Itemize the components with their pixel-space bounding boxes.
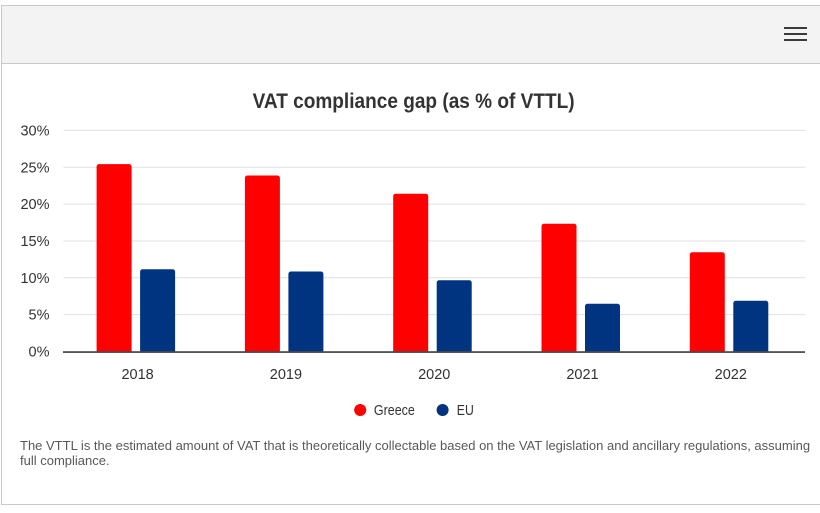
svg-text:30%: 30%: [20, 123, 49, 139]
svg-text:25%: 25%: [20, 160, 49, 176]
svg-text:5%: 5%: [29, 308, 50, 324]
svg-text:15%: 15%: [20, 234, 49, 250]
svg-text:2020: 2020: [418, 367, 450, 383]
svg-text:2021: 2021: [566, 367, 598, 383]
svg-text:2022: 2022: [715, 367, 747, 383]
svg-text:Greece: Greece: [374, 403, 415, 419]
svg-text:10%: 10%: [20, 271, 49, 287]
svg-text:0%: 0%: [29, 344, 50, 360]
svg-text:EU: EU: [457, 403, 474, 419]
svg-text:VAT compliance gap (as % of VT: VAT compliance gap (as % of VTTL): [253, 90, 575, 113]
svg-text:2018: 2018: [121, 367, 153, 383]
svg-text:2019: 2019: [270, 367, 302, 383]
svg-text:20%: 20%: [20, 197, 49, 213]
